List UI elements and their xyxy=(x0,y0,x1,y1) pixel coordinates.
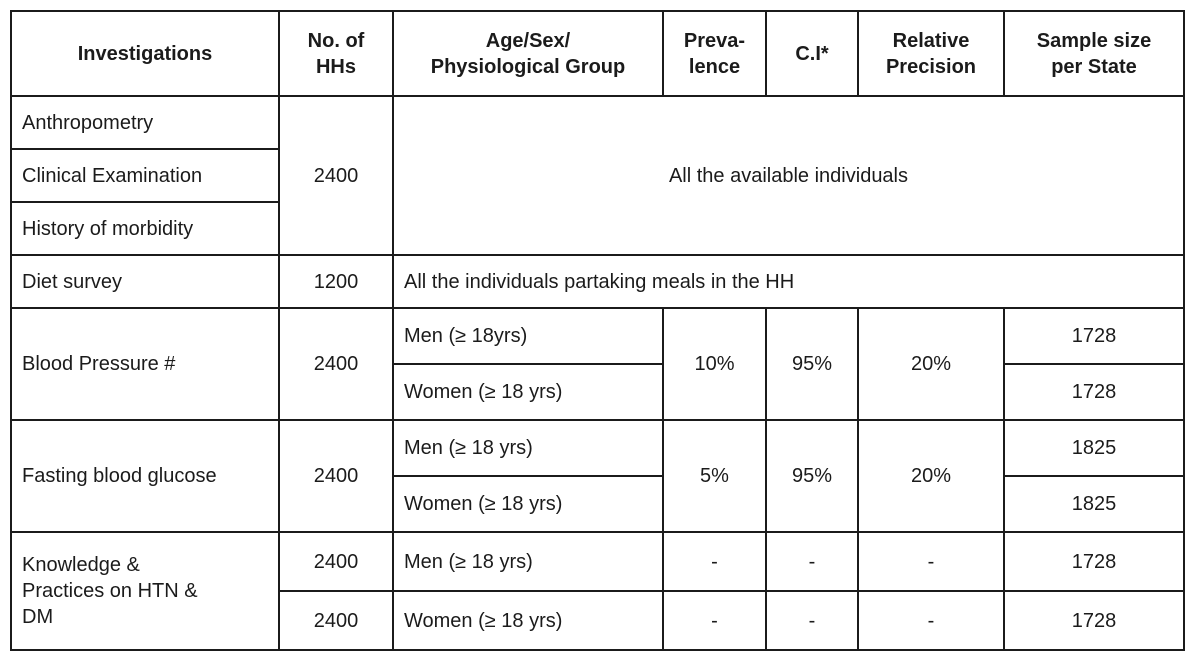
row-history-of-morbidity: History of morbidity xyxy=(10,201,1184,256)
row-fasting-glucose-women: Women (≥ 18 yrs) 1825 xyxy=(11,475,1185,533)
row-blood-pressure-women: Women (≥ 18 yrs) 1728 xyxy=(11,363,1185,421)
cell-fbg-women-sample: 1825 xyxy=(1003,475,1185,533)
cell-fbg-men-group: Men (≥ 18 yrs) xyxy=(392,419,664,477)
cell-fbg-men-sample: 1825 xyxy=(1003,419,1185,477)
cell-anthro-group-note: All the available individuals xyxy=(392,95,1185,256)
header-no-of-hhs: No. of HHs xyxy=(278,10,394,97)
row-anthropometry: Anthropometry 2400 All the available ind… xyxy=(10,95,1185,256)
cell-kp-men-ci: - xyxy=(765,531,859,592)
cell-kp-women-hhs: 2400 xyxy=(278,590,394,651)
cell-bp-prevalence: 10% xyxy=(662,307,767,421)
cell-kp-women-prevalence: - xyxy=(662,590,767,651)
cell-kp-men-prevalence: - xyxy=(662,531,767,592)
cell-kp-men-group: Men (≥ 18 yrs) xyxy=(392,531,664,592)
header-ci: C.I* xyxy=(765,10,859,97)
header-investigations: Investigations xyxy=(10,10,280,97)
cell-investigation-anthropometry: Anthropometry xyxy=(10,95,280,150)
cell-kp-women-group: Women (≥ 18 yrs) xyxy=(392,590,664,651)
cell-anthro-hhs: 2400 xyxy=(278,95,394,256)
row-knowledge-practices-men: Knowledge & Practices on HTN & DM 2400 M… xyxy=(10,531,1185,651)
cell-kp-women-relative-precision: - xyxy=(857,590,1005,651)
header-prevalence: Preva- lence xyxy=(662,10,767,97)
cell-diet-group-note: All the individuals partaking meals in t… xyxy=(392,254,1185,309)
cell-kp-men-relative-precision: - xyxy=(857,531,1005,592)
cell-fbg-prevalence: 5% xyxy=(662,419,767,533)
header-sample-size: Sample size per State xyxy=(1003,10,1185,97)
cell-fbg-women-group: Women (≥ 18 yrs) xyxy=(392,475,664,533)
header-relative-precision: Relative Precision xyxy=(857,10,1005,97)
cell-kp-women-ci: - xyxy=(765,590,859,651)
cell-investigation-knowledge-practices: Knowledge & Practices on HTN & DM xyxy=(10,531,280,651)
sampling-plan-table: Investigations No. of HHs Age/Sex/ Physi… xyxy=(10,10,1185,651)
row-blood-pressure-men: Blood Pressure # 2400 Men (≥ 18yrs) 10% … xyxy=(10,307,1185,421)
cell-bp-men-group: Men (≥ 18yrs) xyxy=(392,307,664,365)
cell-investigation-blood-pressure: Blood Pressure # xyxy=(10,307,280,421)
header-row: Investigations No. of HHs Age/Sex/ Physi… xyxy=(10,10,1185,97)
cell-bp-women-group: Women (≥ 18 yrs) xyxy=(392,363,664,421)
cell-investigation-clinical-examination: Clinical Examination xyxy=(10,148,280,203)
cell-bp-relative-precision: 20% xyxy=(857,307,1005,421)
row-fasting-glucose-men: Fasting blood glucose 2400 Men (≥ 18 yrs… xyxy=(10,419,1185,533)
cell-fbg-relative-precision: 20% xyxy=(857,419,1005,533)
cell-fbg-ci: 95% xyxy=(765,419,859,533)
row-clinical-examination: Clinical Examination xyxy=(10,148,1184,203)
cell-kp-men-sample: 1728 xyxy=(1003,531,1185,592)
cell-kp-women-sample: 1728 xyxy=(1003,590,1185,651)
header-age-sex-group: Age/Sex/ Physiological Group xyxy=(392,10,664,97)
cell-fbg-hhs: 2400 xyxy=(278,419,394,533)
row-diet-survey: Diet survey 1200 All the individuals par… xyxy=(10,254,1185,309)
cell-bp-men-sample: 1728 xyxy=(1003,307,1185,365)
cell-diet-hhs: 1200 xyxy=(278,254,394,309)
cell-investigation-fasting-glucose: Fasting blood glucose xyxy=(10,419,280,533)
cell-kp-men-hhs: 2400 xyxy=(278,531,394,592)
cell-investigation-diet-survey: Diet survey xyxy=(10,254,280,309)
cell-bp-ci: 95% xyxy=(765,307,859,421)
cell-investigation-history-of-morbidity: History of morbidity xyxy=(10,201,280,256)
cell-bp-women-sample: 1728 xyxy=(1003,363,1185,421)
cell-bp-hhs: 2400 xyxy=(278,307,394,421)
row-knowledge-practices-women: 2400 Women (≥ 18 yrs) - - - 1728 xyxy=(11,590,1185,651)
